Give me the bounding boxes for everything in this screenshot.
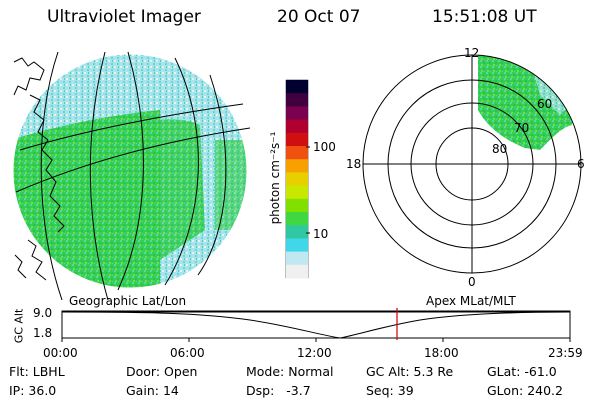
status-gain: Gain: 14 bbox=[126, 383, 179, 398]
mlat-label-80: 80 bbox=[492, 142, 508, 156]
colorbar-segment bbox=[286, 212, 308, 226]
dsp-value: -3.7 bbox=[286, 383, 311, 398]
colorbar-segment bbox=[286, 172, 308, 187]
globe-image bbox=[13, 54, 247, 288]
colorbar-segment bbox=[286, 225, 308, 239]
colorbar-segment bbox=[286, 146, 308, 160]
colorbar-segment bbox=[286, 238, 308, 253]
time-label: 15:51:08 UT bbox=[432, 7, 537, 27]
alt-ylabel: GC Alt bbox=[12, 308, 26, 344]
alt-xtick-0000: 00:00 bbox=[43, 346, 78, 360]
colorbar-segment bbox=[286, 119, 308, 134]
ip-label: IP: bbox=[9, 383, 25, 398]
status-door: Door: Open bbox=[126, 364, 197, 379]
glat-label: GLat: bbox=[487, 364, 521, 379]
seq-value: 39 bbox=[397, 383, 414, 398]
mlat-label-70: 70 bbox=[514, 121, 530, 135]
glon-value: 240.2 bbox=[527, 383, 563, 398]
date-label: 20 Oct 07 bbox=[277, 7, 361, 27]
alt-xtick-2359: 23:59 bbox=[548, 346, 583, 360]
colorbar-segment bbox=[286, 185, 308, 200]
status-mode: Mode: Normal bbox=[246, 364, 334, 379]
mlat-label-60: 60 bbox=[537, 97, 553, 111]
gain-label: Gain: bbox=[126, 383, 159, 398]
status-flt: Flt: LBHL bbox=[9, 364, 65, 379]
colorbar-segment bbox=[286, 80, 308, 94]
status-dsp: Dsp: -3.7 bbox=[246, 383, 311, 398]
status-seq: Seq: 39 bbox=[366, 383, 414, 398]
ip-value: 36.0 bbox=[28, 383, 57, 398]
glat-value: -61.0 bbox=[524, 364, 557, 379]
mlt-label-6: 6 bbox=[577, 157, 585, 171]
colorbar-segment bbox=[286, 198, 308, 213]
polar-plot bbox=[362, 54, 582, 274]
status-gcalt: GC Alt: 5.3 Re bbox=[366, 364, 453, 379]
seq-label: Seq: bbox=[366, 383, 394, 398]
gcalt-value: 5.3 Re bbox=[413, 364, 454, 379]
gain-value: 14 bbox=[162, 383, 179, 398]
globe-caption: Geographic Lat/Lon bbox=[69, 294, 187, 308]
altitude-plot bbox=[61, 308, 571, 342]
status-ip: IP: 36.0 bbox=[9, 383, 56, 398]
lat-lon-grid bbox=[15, 51, 251, 301]
dsp-label: Dsp: bbox=[246, 383, 275, 398]
mode-value: Normal bbox=[288, 364, 334, 379]
colorbar-segment bbox=[286, 264, 308, 279]
glon-label: GLon: bbox=[487, 383, 524, 398]
flt-label: Flt: bbox=[9, 364, 29, 379]
colorbar bbox=[285, 79, 310, 279]
flt-value: LBHL bbox=[32, 364, 65, 379]
alt-ytick-top: 9.0 bbox=[33, 306, 53, 320]
status-glon: GLon: 240.2 bbox=[487, 383, 563, 398]
alt-xtick-1800: 18:00 bbox=[424, 346, 459, 360]
colorbar-segment bbox=[286, 93, 308, 107]
colorbar-segment bbox=[286, 132, 308, 147]
colorbar-segment bbox=[286, 159, 308, 173]
app-title: Ultraviolet Imager bbox=[47, 7, 201, 27]
colorbar-segment bbox=[286, 251, 308, 266]
gcalt-label: GC Alt: bbox=[366, 364, 410, 379]
alt-xtick-0600: 06:00 bbox=[170, 346, 205, 360]
colorbar-tick-10: 10 bbox=[313, 227, 329, 241]
polar-caption: Apex MLat/MLT bbox=[426, 294, 516, 308]
colorbar-tick-100: 100 bbox=[313, 140, 336, 154]
colorbar-unit-label: photon cm⁻²s⁻¹ bbox=[268, 131, 282, 225]
colorbar-segment bbox=[286, 106, 308, 121]
mlt-label-18: 18 bbox=[346, 157, 362, 171]
door-label: Door: bbox=[126, 364, 161, 379]
door-value: Open bbox=[164, 364, 198, 379]
alt-xtick-1200: 12:00 bbox=[297, 346, 332, 360]
mode-label: Mode: bbox=[246, 364, 285, 379]
alt-ytick-bottom: 1.8 bbox=[33, 326, 53, 340]
coastline bbox=[13, 57, 65, 281]
status-glat: GLat: -61.0 bbox=[487, 364, 557, 379]
mlt-label-12: 12 bbox=[464, 46, 480, 60]
mlt-label-0: 0 bbox=[468, 275, 476, 289]
